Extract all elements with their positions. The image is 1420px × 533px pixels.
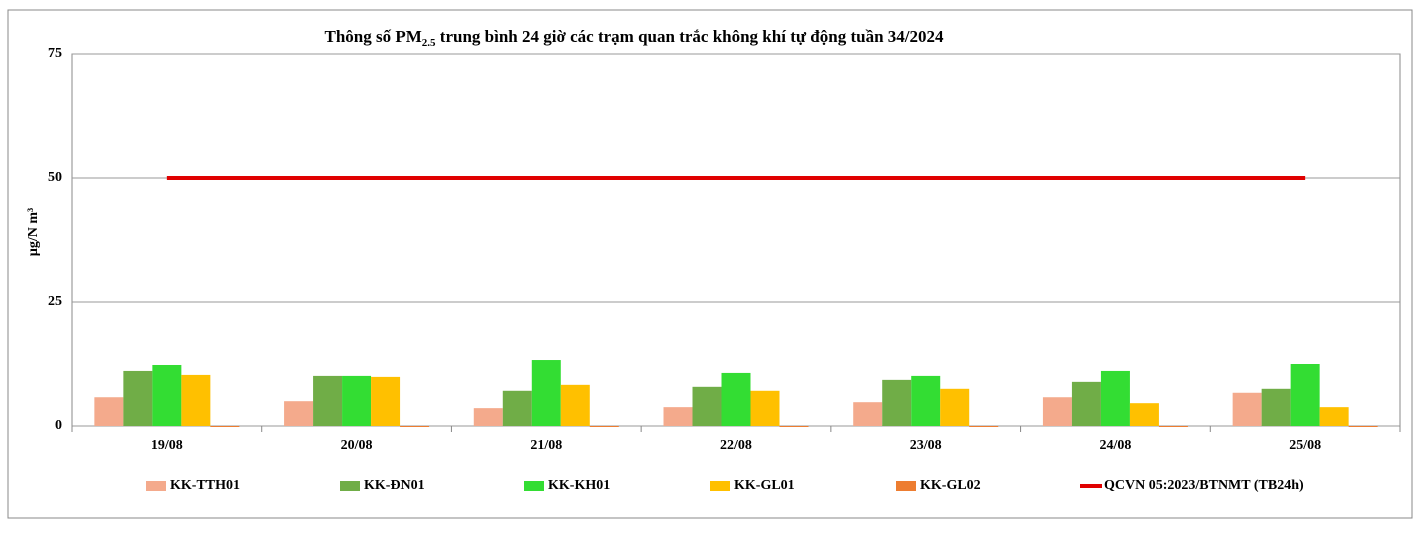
bar — [400, 426, 430, 427]
legend-label: KK-GL02 — [920, 478, 981, 493]
x-tick-label: 22/08 — [720, 438, 752, 453]
bar — [721, 372, 751, 426]
y-tick-label: 0 — [55, 418, 62, 433]
bar — [210, 426, 240, 427]
legend-swatch — [710, 481, 730, 491]
legend-swatch — [146, 481, 166, 491]
bar — [560, 384, 590, 426]
legend-label: KK-GL01 — [734, 478, 795, 493]
bar — [1129, 403, 1159, 426]
legend-swatch — [896, 481, 916, 491]
legend-label: KK-KH01 — [548, 478, 610, 493]
bar — [152, 364, 182, 426]
title-part: Thông số PM — [324, 27, 421, 46]
x-tick-label: 25/08 — [1289, 438, 1321, 453]
bar — [313, 375, 343, 426]
bar — [531, 360, 561, 426]
x-tick-label: 19/08 — [151, 438, 183, 453]
bar — [123, 370, 153, 426]
legend-swatch — [340, 481, 360, 491]
bar — [692, 386, 722, 426]
bar — [342, 375, 372, 426]
x-tick-label: 24/08 — [1099, 438, 1131, 453]
plot-area — [71, 53, 1401, 427]
bar — [1261, 388, 1291, 426]
bar — [502, 390, 532, 426]
chart-title: Thông số PM2.5 trung bình 24 giờ các trạ… — [324, 27, 944, 49]
bar — [589, 426, 619, 427]
bar — [1042, 397, 1072, 426]
bar — [750, 390, 780, 426]
bar — [1348, 426, 1378, 427]
x-tick-label: 23/08 — [910, 438, 942, 453]
bar — [1158, 426, 1188, 427]
x-tick-label: 21/08 — [530, 438, 562, 453]
bar — [1290, 364, 1320, 426]
bar — [1100, 370, 1130, 426]
x-tick-label: 20/08 — [341, 438, 373, 453]
bar — [663, 407, 693, 426]
legend-label: KK-ĐN01 — [364, 478, 425, 493]
bar — [94, 397, 124, 426]
title-sub: 2.5 — [422, 37, 436, 49]
y-axis-label: µg/N m³ — [26, 208, 41, 256]
legend-label: KK-TTH01 — [170, 478, 240, 493]
bar — [181, 374, 211, 426]
bar — [779, 426, 809, 427]
legend-label: QCVN 05:2023/BTNMT (TB24h) — [1104, 478, 1304, 493]
bar — [1319, 407, 1349, 426]
bar — [371, 376, 401, 426]
bar — [473, 408, 503, 426]
bar — [911, 375, 941, 426]
y-tick-label: 75 — [48, 46, 62, 61]
bar — [940, 388, 970, 426]
legend-swatch — [524, 481, 544, 491]
bar — [284, 401, 314, 426]
y-tick-label: 50 — [48, 170, 62, 185]
bar — [882, 379, 912, 426]
bar — [853, 402, 883, 426]
bar — [1071, 381, 1101, 426]
y-tick-label: 25 — [48, 294, 62, 309]
bar — [969, 426, 999, 427]
title-part: trung bình 24 giờ các trạm quan trắc khô… — [436, 27, 944, 46]
bar — [1232, 392, 1262, 426]
